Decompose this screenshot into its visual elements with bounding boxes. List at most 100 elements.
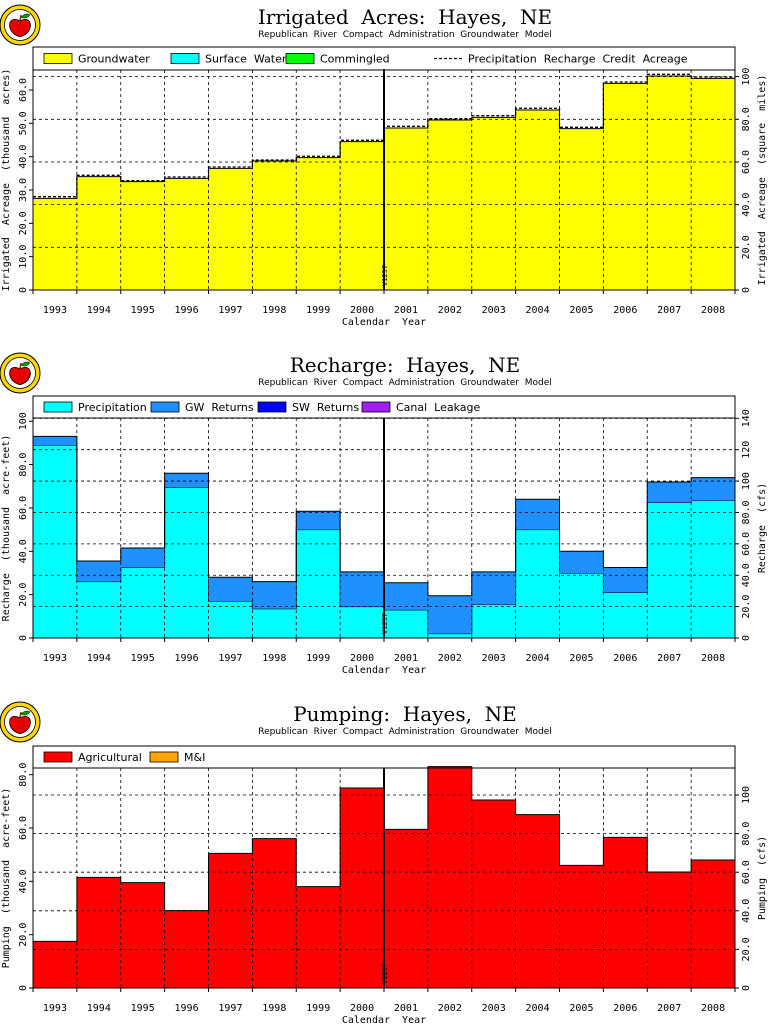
x-tick-label: 2000 — [350, 653, 374, 664]
legend-label: M&I — [184, 751, 205, 764]
legend-label: Canal Leakage — [396, 401, 481, 414]
y-tick-label: 60.0 — [18, 816, 29, 840]
x-tick-label: 2002 — [438, 305, 462, 316]
x-tick-label: 2001 — [394, 1003, 418, 1014]
y2-tick-label: 100 — [741, 786, 752, 804]
y-tick-label: 20.0 — [18, 211, 29, 235]
legend-swatch — [43, 53, 73, 64]
legend-swatch — [361, 401, 391, 413]
y2-axis-label: Pumping (cfs) — [757, 836, 768, 920]
x-tick-label: 1998 — [262, 305, 286, 316]
y2-tick-label: 80.0 — [741, 500, 752, 524]
legend-label: Surface Water — [205, 53, 287, 66]
chart-title: Irrigated Acres: Hayes, NE — [258, 5, 552, 29]
logo-apple-icon — [0, 701, 41, 743]
y-tick-label: 40.0 — [18, 145, 29, 169]
x-tick-label: 2008 — [701, 305, 725, 316]
chart-title: Recharge: Hayes, NE — [290, 353, 521, 377]
y2-tick-label: 60.0 — [741, 150, 752, 174]
x-axis-label: Calendar Year — [342, 1015, 426, 1024]
y2-tick-label: 40.0 — [741, 193, 752, 217]
legend-swatch — [149, 751, 179, 763]
y2-axis-label: Irrigated Acreage (square miles) — [757, 75, 768, 286]
logo-apple-stem — [19, 362, 22, 370]
y2-tick-label: 20.0 — [741, 595, 752, 619]
x-tick-label: 2000 — [350, 305, 374, 316]
legend-swatch — [257, 401, 287, 413]
y2-tick-label: 80.0 — [741, 822, 752, 846]
legend-label: Precipitation Recharge Credit Acreage — [468, 53, 688, 66]
y2-tick-label: 40.0 — [741, 899, 752, 923]
x-tick-label: 1998 — [262, 653, 286, 664]
x-tick-label: 1993 — [43, 305, 67, 316]
x-axis-label: Calendar Year — [342, 665, 426, 676]
x-tick-label: 1996 — [175, 1003, 199, 1014]
x-tick-label: 1994 — [87, 653, 111, 664]
x-tick-label: 2008 — [701, 1003, 725, 1014]
x-tick-label: 2004 — [526, 1003, 550, 1014]
x-tick-label: 1995 — [131, 653, 155, 664]
y-axis-label: Recharge (thousand acre-feet) — [1, 435, 12, 622]
y2-tick-label: 20.0 — [741, 937, 752, 961]
v1297-marker-label: V1297 — [381, 265, 389, 286]
x-tick-label: 1996 — [175, 305, 199, 316]
legend-swatch — [43, 401, 73, 413]
x-axis-label: Calendar Year — [342, 317, 426, 328]
x-tick-label: 1995 — [131, 305, 155, 316]
x-tick-label: 2003 — [482, 1003, 506, 1014]
x-tick-label: 1996 — [175, 653, 199, 664]
logo-apple-body — [9, 367, 31, 386]
logo-apple-leaf — [20, 13, 31, 19]
v1297-marker-label: V1297 — [381, 613, 389, 634]
v1297-marker-label: V1297 — [381, 963, 389, 984]
y2-tick-label: 0 — [741, 985, 752, 991]
chart-subtitle: Republican River Compact Administration … — [258, 30, 552, 40]
y-tick-label: 10.0 — [18, 245, 29, 269]
chart-subtitle: Republican River Compact Administration … — [258, 727, 552, 737]
y-tick-label: 0 — [18, 985, 29, 991]
y-tick-label: 40.0 — [18, 539, 29, 563]
y2-tick-label: 100 — [741, 472, 752, 490]
y-tick-label: 60.0 — [18, 78, 29, 102]
x-tick-label: 2007 — [657, 1003, 681, 1014]
x-tick-label: 2008 — [701, 653, 725, 664]
y2-tick-label: 20.0 — [741, 235, 752, 259]
x-tick-label: 2006 — [613, 1003, 637, 1014]
x-tick-label: 2007 — [657, 653, 681, 664]
x-tick-label: 2006 — [613, 653, 637, 664]
x-tick-label: 2004 — [526, 653, 550, 664]
legend-swatch — [150, 401, 180, 413]
x-tick-label: 1999 — [306, 1003, 330, 1014]
logo-apple-leaf — [20, 361, 31, 367]
x-tick-label: 2004 — [526, 305, 550, 316]
x-tick-label: 2003 — [482, 305, 506, 316]
x-tick-label: 1995 — [131, 1003, 155, 1014]
legend-label: Precipitation — [78, 401, 147, 414]
x-tick-label: 2000 — [350, 1003, 374, 1014]
y2-tick-label: 140 — [741, 409, 752, 427]
y-tick-label: 80.0 — [18, 453, 29, 477]
x-tick-label: 2007 — [657, 305, 681, 316]
x-tick-label: 2002 — [438, 653, 462, 664]
y-tick-label: 60.0 — [18, 496, 29, 520]
legend-label: SW Returns — [292, 401, 359, 414]
logo-apple-leaf — [20, 710, 31, 716]
y-tick-label: 0 — [18, 635, 29, 641]
x-tick-label: 1993 — [43, 653, 67, 664]
logo-apple-stem — [19, 14, 22, 22]
x-tick-label: 1993 — [43, 1003, 67, 1014]
logo-apple-icon — [0, 352, 41, 394]
y-tick-label: 40.0 — [18, 869, 29, 893]
legend-swatch — [285, 53, 315, 64]
x-tick-label: 1997 — [218, 1003, 242, 1014]
x-tick-label: 1999 — [306, 305, 330, 316]
legend-swatch — [43, 751, 73, 763]
y-tick-label: 30.0 — [18, 178, 29, 202]
x-tick-label: 1994 — [87, 1003, 111, 1014]
x-tick-label: 2002 — [438, 1003, 462, 1014]
x-tick-label: 2006 — [613, 305, 637, 316]
y2-tick-label: 60.0 — [741, 860, 752, 884]
